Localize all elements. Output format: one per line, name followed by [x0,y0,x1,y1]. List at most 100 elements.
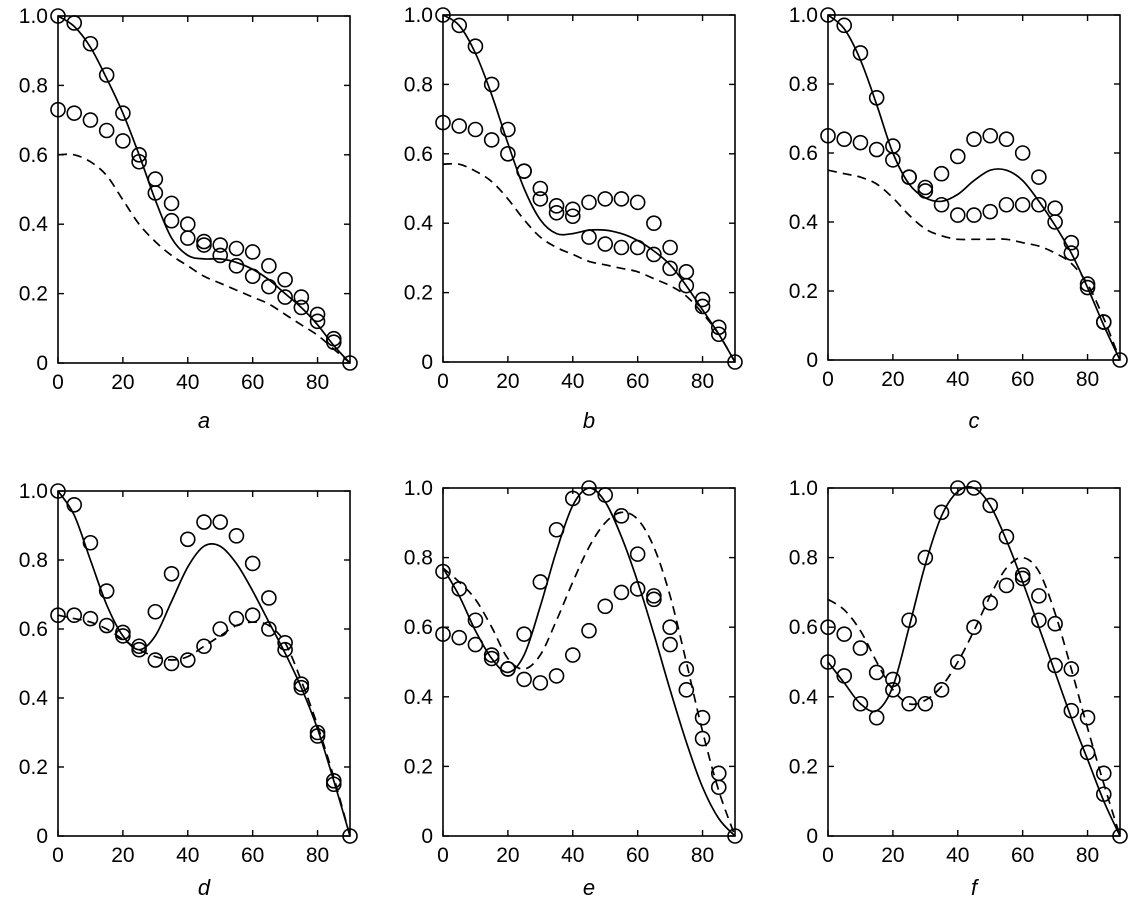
data-point-circle [998,131,1015,147]
data-point-circle [613,508,630,524]
panel-label: c [969,408,980,433]
data-point-circle [1014,567,1031,583]
y-tick-label: 0 [36,825,48,848]
data-point-circle [1031,612,1047,629]
y-tick-label: 0 [421,825,433,848]
data-point-circle [500,661,516,677]
data-point-circle [852,134,869,151]
y-tick-label: 1.0 [404,477,433,500]
data-point-circle [516,163,532,179]
y-tick-label: 0.8 [404,73,433,96]
data-point-circle [629,581,646,597]
panel-a: 0 20 40 60 80 0 0.2 0.4 0.6 0.8 1.0 a [19,5,358,433]
data-point-circle [982,497,999,514]
data-point-circle [179,652,196,668]
data-point-circle [66,105,83,121]
data-point-circle [1079,744,1096,761]
data-point-circle [212,247,229,264]
data-point-circle [483,76,500,93]
data-point-circle [212,514,229,530]
data-point-circle [933,165,950,182]
data-point-circle [115,624,131,641]
dashed-curve [442,162,736,363]
data-point-circle [629,546,646,562]
data-point-circle [483,647,500,663]
data-point-circle [597,598,614,615]
data-point-circle [901,169,917,185]
solid-curve [57,15,351,364]
data-point-circle [949,148,966,165]
y-tick-label: 0.8 [19,549,48,572]
data-point-circle [1047,200,1063,216]
data-point-circle [451,581,468,597]
y-tick-label: 0.4 [19,687,49,710]
x-tick-label: 0 [52,371,64,394]
x-tick-label: 20 [881,844,904,867]
x-tick-label: 80 [691,370,714,393]
data-point-circle [1063,661,1080,677]
y-tick-label: 1.0 [19,480,48,503]
solid-curve [827,486,1121,837]
data-point-circle [228,610,245,627]
data-point-circle [1031,588,1047,604]
data-point-circle [309,306,326,323]
data-point-circle [261,590,277,606]
data-point-circle [564,201,581,218]
data-point-circle [325,776,342,793]
x-tick-label: 60 [626,844,649,867]
data-point-circle [836,17,853,34]
solid-curve [442,487,736,837]
y-tick-label: 0.8 [789,547,818,570]
data-point-circle [1031,196,1047,213]
data-point-circle [163,655,180,672]
y-tick-label: 0.6 [404,143,433,166]
y-tick-label: 0 [806,825,818,848]
data-point-circle [228,240,245,257]
x-tick-label: 0 [822,844,834,867]
data-point-circle [500,146,516,162]
panel-label: b [583,408,595,433]
data-point-circle [1063,234,1080,251]
data-point-circle [325,330,342,347]
data-point-circle [212,237,229,253]
plot-frame [827,14,1121,361]
data-point-circle [435,114,451,131]
x-tick-label: 0 [52,844,64,867]
data-point-circle [1112,828,1128,844]
y-tick-label: 0.6 [404,616,433,639]
data-point-circle [646,215,662,231]
data-point-circle [163,565,180,582]
y-tick-label: 0 [421,351,433,374]
x-tick-label: 60 [241,371,264,394]
data-point-circle [678,263,695,280]
data-point-circle [998,577,1015,594]
data-point-circle [277,289,293,305]
y-tick-label: 0.6 [19,144,48,167]
plot-frame [57,490,351,837]
data-point-circle [1079,709,1096,726]
data-point-circle [435,7,451,23]
data-point-circle [694,709,711,726]
data-point-circle [662,239,678,256]
data-point-circle [820,127,836,144]
data-point-circle [597,191,614,207]
data-point-circle [885,152,901,168]
panel-b: 0 20 40 60 80 0 0.2 0.4 0.6 0.8 1.0 b [404,4,743,433]
dashed-curve [827,556,1121,837]
data-point-circle [548,668,565,684]
data-point-circle [228,258,245,274]
x-tick-label: 0 [822,368,834,391]
y-tick-label: 1.0 [19,5,48,28]
data-point-circle [435,626,451,642]
data-point-circle [50,101,66,118]
data-point-circle [868,709,885,726]
y-tick-label: 0.4 [789,686,819,709]
data-point-circle [147,652,164,668]
data-point-circle [293,679,310,696]
data-point-circle [244,607,261,624]
data-point-circle [885,671,901,688]
data-point-circle [196,638,212,655]
data-point-circle [836,131,853,147]
data-point-circle [868,141,885,158]
data-point-circle [179,531,196,548]
